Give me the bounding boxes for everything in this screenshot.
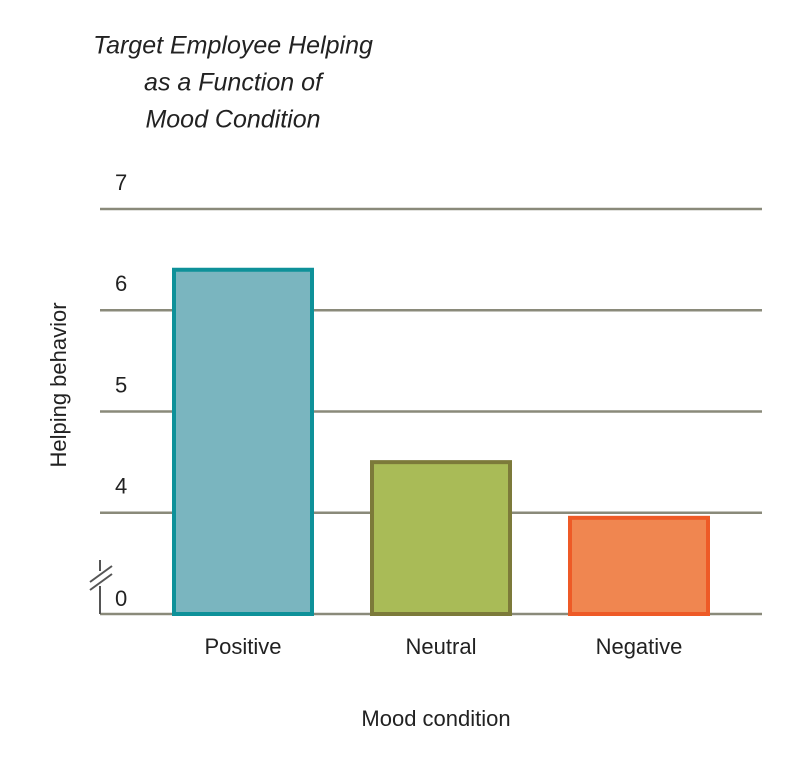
x-tick-label: Neutral <box>406 634 477 659</box>
chart-title: Target Employee Helping <box>93 32 373 60</box>
y-tick-label: 0 <box>115 586 127 611</box>
bar <box>370 460 512 616</box>
bar <box>568 515 710 616</box>
axis-break <box>89 573 113 591</box>
x-tick-label: Negative <box>596 634 683 659</box>
bar <box>172 267 314 616</box>
title: Target Employee Helping as a Function of… <box>93 32 373 134</box>
y-tick-label: 6 <box>115 271 127 296</box>
x-axis-label: Mood condition <box>361 706 510 731</box>
chart-title: as a Function of <box>144 69 325 97</box>
y-tick-label: 7 <box>115 170 127 195</box>
y-tick-label: 5 <box>115 372 127 397</box>
x-tick-label: Positive <box>204 634 281 659</box>
chart-title: Mood Condition <box>145 106 320 134</box>
axis-break <box>89 565 113 583</box>
y-axis-label: Helping behavior <box>46 302 71 467</box>
y-tick-label: 4 <box>115 474 127 499</box>
